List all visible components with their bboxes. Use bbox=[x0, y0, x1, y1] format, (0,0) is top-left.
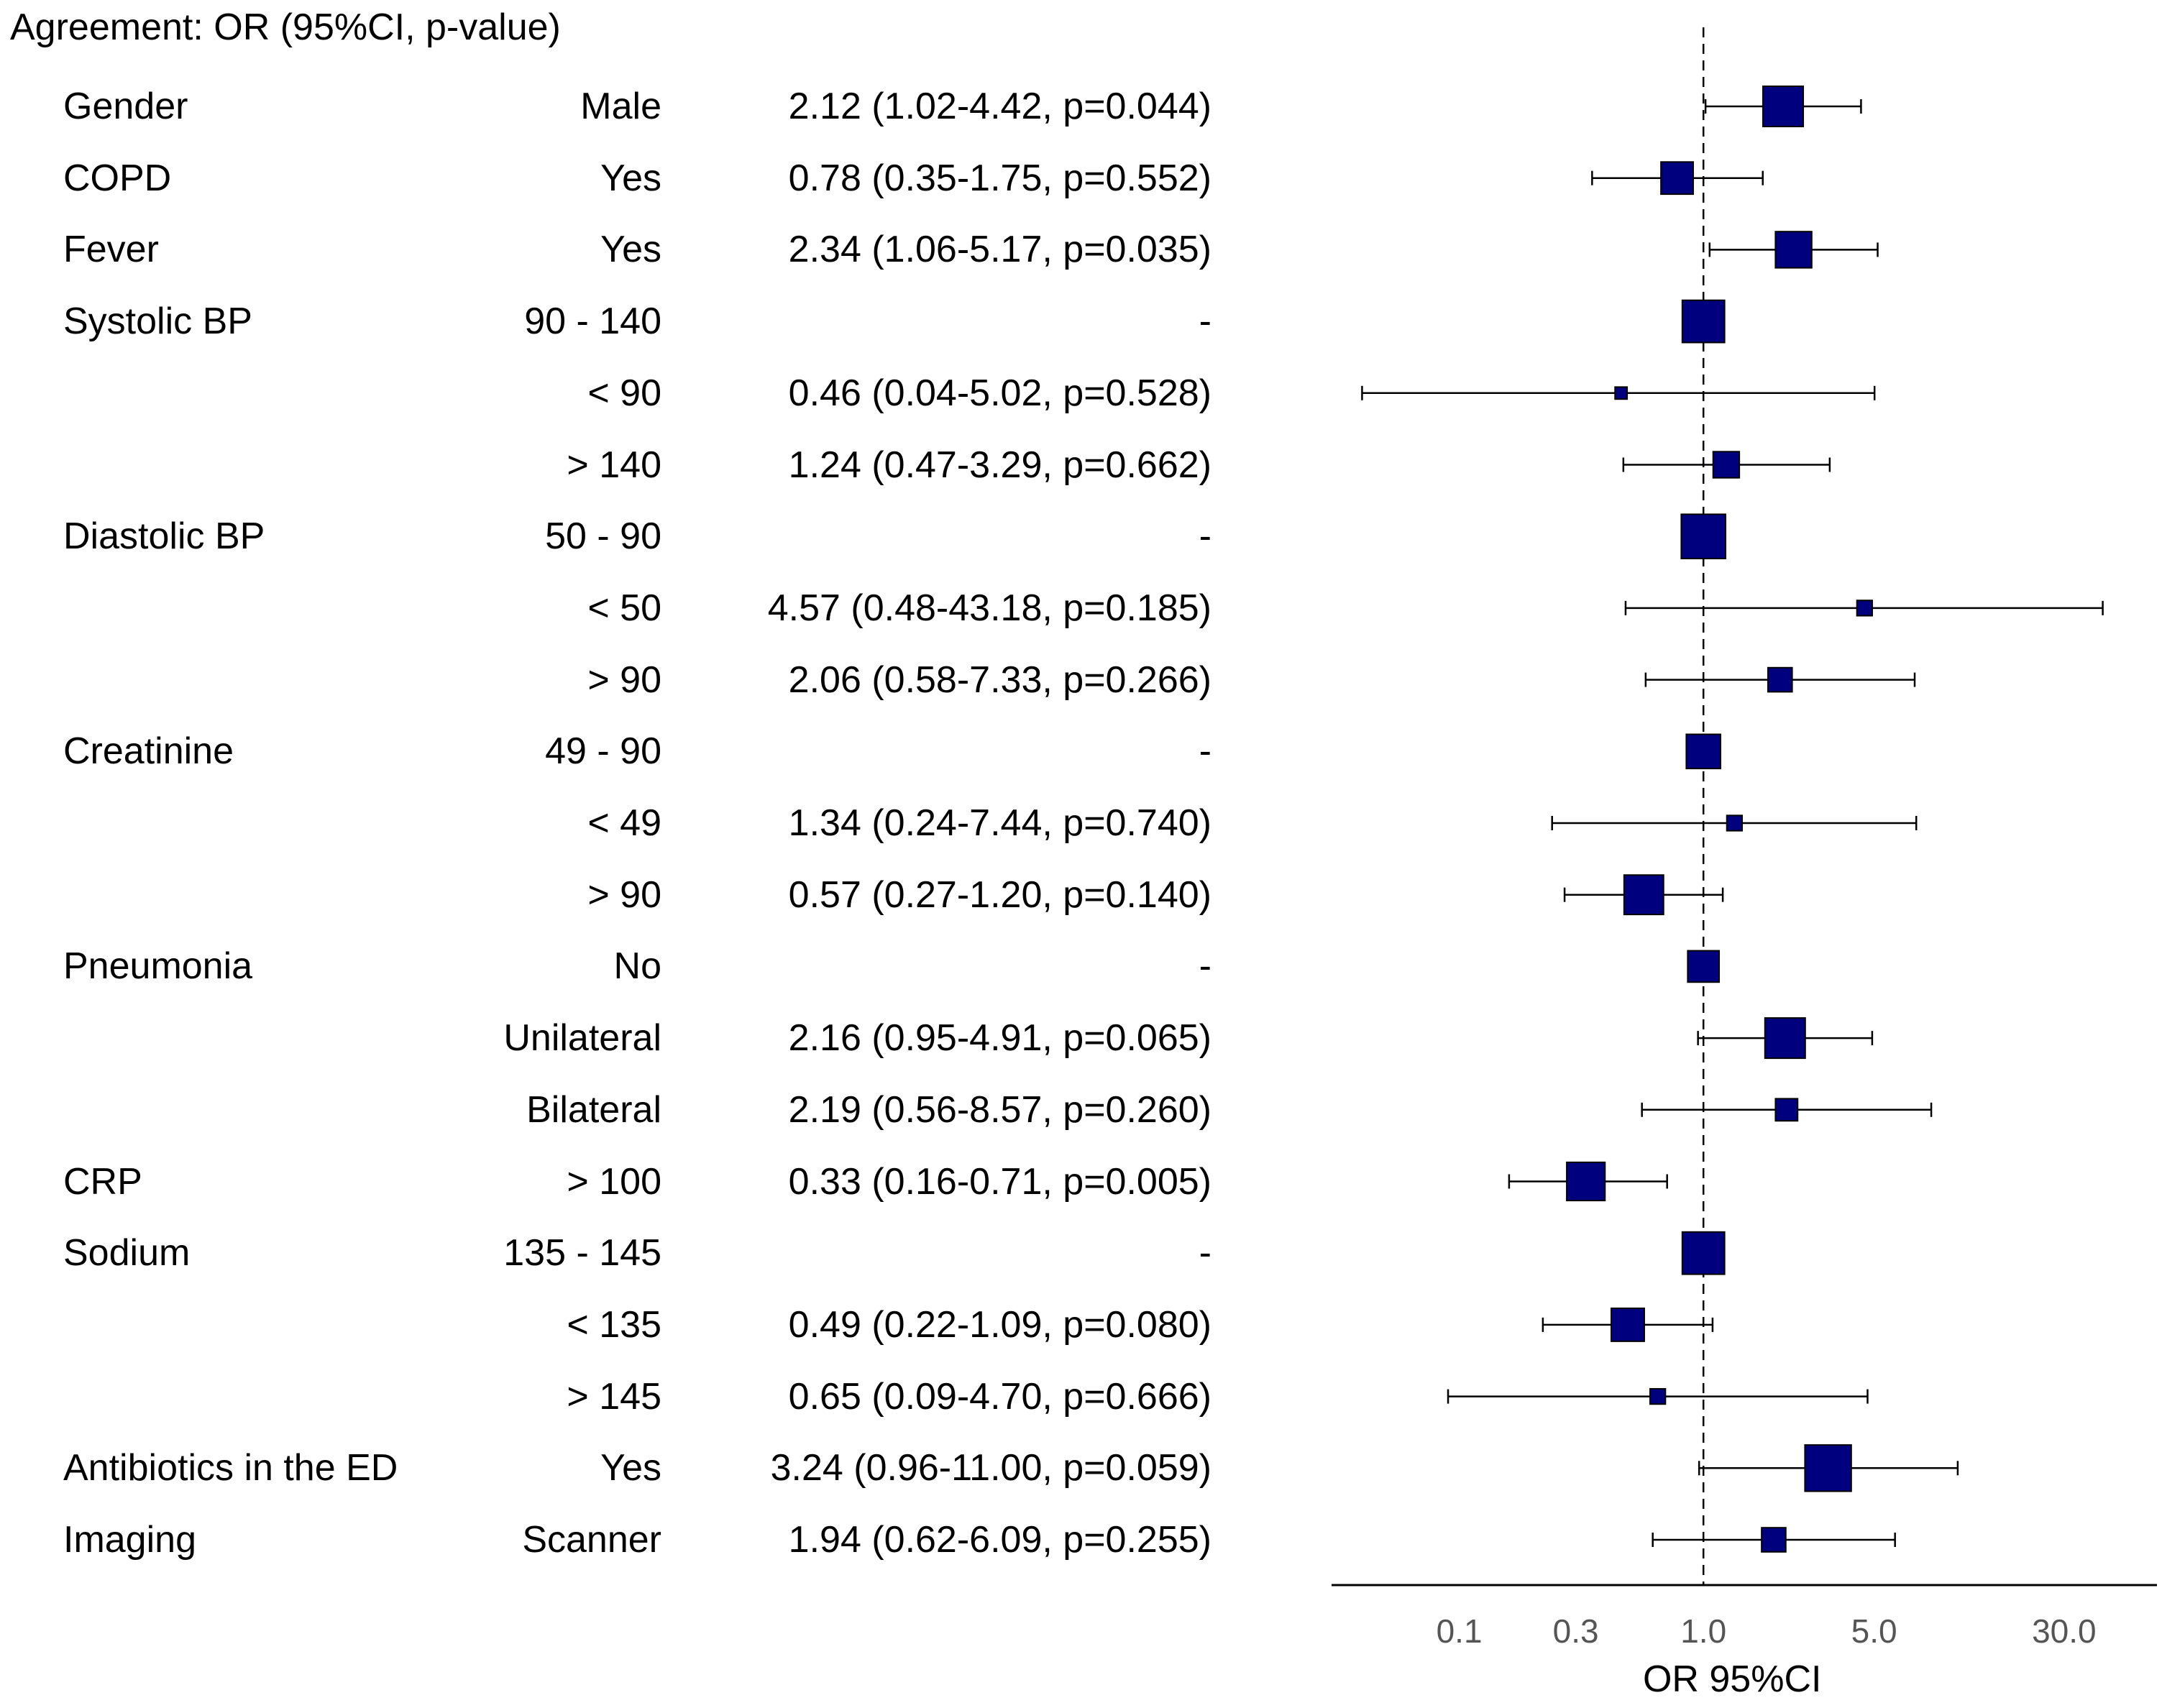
or-marker bbox=[1614, 386, 1629, 400]
or-marker bbox=[1681, 1231, 1726, 1275]
or-marker bbox=[1804, 1444, 1852, 1492]
row-estimate-text: 0.78 (0.35-1.75, p=0.552) bbox=[788, 157, 1211, 199]
row-variable-label: CRP bbox=[63, 1160, 142, 1203]
row-estimate-text: 0.46 (0.04-5.02, p=0.528) bbox=[788, 372, 1211, 414]
or-marker bbox=[1660, 161, 1694, 196]
row-variable-label: COPD bbox=[63, 157, 172, 199]
row-level-label: > 90 bbox=[587, 658, 661, 701]
row-level-label: < 90 bbox=[587, 372, 661, 414]
row-estimate-text: 1.34 (0.24-7.44, p=0.740) bbox=[788, 802, 1211, 844]
row-level-label: Unilateral bbox=[503, 1017, 661, 1060]
row-level-label: < 135 bbox=[567, 1303, 661, 1346]
or-marker bbox=[1611, 1307, 1645, 1342]
row-estimate-text: 2.06 (0.58-7.33, p=0.266) bbox=[788, 658, 1211, 701]
row-level-label: > 145 bbox=[567, 1375, 661, 1418]
or-marker bbox=[1712, 451, 1741, 479]
row-level-label: Male bbox=[580, 86, 661, 127]
x-tick-label: 5.0 bbox=[1851, 1612, 1897, 1650]
or-marker bbox=[1726, 814, 1744, 832]
x-tick-label: 0.3 bbox=[1553, 1612, 1599, 1650]
row-estimate-text: - bbox=[1199, 1232, 1211, 1275]
row-level-label: No bbox=[613, 945, 661, 988]
row-estimate-text: 2.34 (1.06-5.17, p=0.035) bbox=[788, 229, 1211, 271]
row-level-label: 49 - 90 bbox=[545, 730, 661, 773]
or-marker bbox=[1680, 513, 1727, 560]
or-marker bbox=[1681, 299, 1726, 344]
row-estimate-text: 3.24 (0.96-11.00, p=0.059) bbox=[770, 1447, 1211, 1489]
row-level-label: < 50 bbox=[587, 587, 661, 629]
row-level-label: 50 - 90 bbox=[545, 515, 661, 558]
x-tick-label: 30.0 bbox=[2032, 1612, 2097, 1650]
or-marker bbox=[1774, 231, 1813, 269]
or-marker bbox=[1856, 600, 1873, 617]
or-marker bbox=[1774, 1098, 1799, 1122]
x-tick-label: 0.1 bbox=[1437, 1612, 1483, 1650]
row-estimate-text: 0.65 (0.09-4.70, p=0.666) bbox=[788, 1375, 1211, 1418]
or-marker bbox=[1623, 874, 1664, 916]
row-estimate-text: 4.57 (0.48-43.18, p=0.185) bbox=[767, 587, 1211, 629]
row-level-label: 135 - 145 bbox=[503, 1232, 661, 1275]
or-marker bbox=[1566, 1161, 1606, 1202]
row-estimate-text: - bbox=[1199, 300, 1211, 343]
chart-title: Agreement: OR (95%CI, p-value) bbox=[10, 6, 561, 48]
row-estimate-text: - bbox=[1199, 945, 1211, 988]
row-variable-label: Fever bbox=[63, 229, 159, 271]
row-level-label: > 100 bbox=[567, 1160, 661, 1203]
row-level-label: 90 - 140 bbox=[524, 300, 661, 343]
row-estimate-text: 2.16 (0.95-4.91, p=0.065) bbox=[788, 1017, 1211, 1060]
row-level-label: Bilateral bbox=[526, 1088, 661, 1131]
x-axis-label: OR 95%CI bbox=[1643, 1658, 1822, 1700]
row-estimate-text: 1.94 (0.62-6.09, p=0.255) bbox=[788, 1519, 1211, 1561]
row-level-label: Yes bbox=[600, 1447, 661, 1489]
row-variable-label: Diastolic BP bbox=[63, 515, 265, 558]
or-marker bbox=[1649, 1387, 1667, 1405]
row-level-label: > 140 bbox=[567, 444, 661, 486]
row-estimate-text: 0.49 (0.22-1.09, p=0.080) bbox=[788, 1303, 1211, 1346]
row-estimate-text: - bbox=[1199, 515, 1211, 558]
row-level-label: Scanner bbox=[522, 1519, 661, 1561]
row-level-label: > 90 bbox=[587, 873, 661, 916]
or-marker bbox=[1685, 733, 1722, 770]
row-variable-label: Antibiotics in the ED bbox=[63, 1447, 398, 1489]
row-variable-label: Sodium bbox=[63, 1232, 191, 1275]
row-estimate-text: 0.33 (0.16-0.71, p=0.005) bbox=[788, 1160, 1211, 1203]
row-variable-label: Imaging bbox=[63, 1519, 196, 1561]
row-level-label: < 49 bbox=[587, 802, 661, 844]
row-estimate-text: 2.12 (1.02-4.42, p=0.044) bbox=[788, 86, 1211, 127]
row-variable-label: Gender bbox=[63, 86, 188, 127]
or-marker bbox=[1761, 1527, 1787, 1553]
row-variable-label: Creatinine bbox=[63, 730, 234, 773]
row-estimate-text: 2.19 (0.56-8.57, p=0.260) bbox=[788, 1088, 1211, 1131]
or-marker bbox=[1764, 1017, 1806, 1060]
row-variable-label: Systolic BP bbox=[63, 300, 252, 343]
or-marker bbox=[1687, 950, 1721, 983]
row-estimate-text: 1.24 (0.47-3.29, p=0.662) bbox=[788, 444, 1211, 486]
x-tick-label: 1.0 bbox=[1680, 1612, 1726, 1650]
row-level-label: Yes bbox=[600, 229, 661, 271]
row-level-label: Yes bbox=[600, 157, 661, 199]
row-estimate-text: 0.57 (0.27-1.20, p=0.140) bbox=[788, 873, 1211, 916]
or-marker bbox=[1762, 86, 1805, 127]
row-estimate-text: - bbox=[1199, 730, 1211, 773]
row-variable-label: Pneumonia bbox=[63, 945, 253, 988]
or-marker bbox=[1767, 666, 1793, 693]
